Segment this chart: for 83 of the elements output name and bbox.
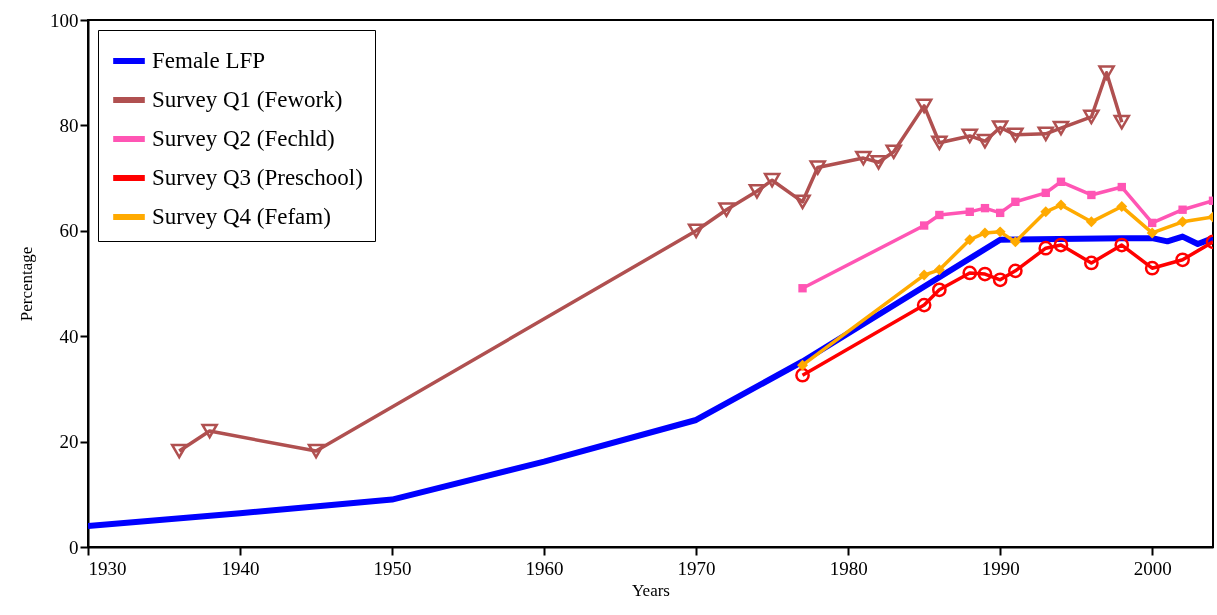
point (1009, 236, 1021, 248)
point (916, 297, 932, 313)
point (1055, 199, 1067, 211)
legend-label: Survey Q4 (Fefam) (152, 204, 331, 229)
point (798, 284, 807, 293)
point (992, 272, 1008, 288)
x-tick-label: 1930 (88, 557, 127, 579)
point (991, 120, 1009, 135)
x-tick-label: 1940 (221, 557, 260, 579)
point (748, 183, 766, 199)
point (1007, 263, 1023, 279)
point (1117, 182, 1126, 192)
y-axis-title: Percentage (17, 246, 36, 322)
point (935, 210, 944, 220)
point (797, 359, 808, 371)
point (794, 194, 811, 210)
point (170, 443, 188, 459)
point (1053, 237, 1069, 253)
point (1037, 126, 1055, 142)
x-tick-label: 1970 (677, 557, 716, 579)
point (979, 227, 991, 239)
point (933, 264, 945, 276)
point (870, 154, 887, 170)
y-tick-label: 20 (59, 431, 79, 453)
y-tick-label: 60 (59, 220, 79, 242)
y-tick-label: 100 (50, 9, 79, 31)
legend-label: Survey Q2 (Fechld) (152, 126, 335, 151)
y-tick-label: 0 (69, 536, 79, 558)
point (1114, 237, 1130, 253)
point (1113, 114, 1131, 130)
point (1175, 252, 1190, 268)
point (795, 367, 810, 383)
point (1177, 216, 1189, 228)
x-tick-label: 2000 (1133, 557, 1172, 579)
point (918, 269, 930, 281)
point (1098, 65, 1115, 81)
point (201, 423, 218, 439)
point (961, 128, 979, 144)
point (855, 150, 872, 166)
point (1040, 206, 1052, 218)
point (931, 282, 947, 298)
point (1085, 216, 1097, 228)
legend-label: Survey Q1 (Fework) (152, 87, 343, 112)
legend-label: Survey Q3 (Preschool) (152, 165, 363, 190)
point (1116, 201, 1128, 213)
point (1084, 255, 1099, 271)
x-tick-label: 1950 (373, 557, 412, 579)
point (687, 223, 705, 239)
x-tick-label: 1980 (829, 557, 868, 579)
point (931, 135, 948, 151)
point (964, 234, 976, 246)
point (809, 160, 827, 175)
point (962, 265, 978, 281)
y-tick-label: 80 (59, 114, 79, 136)
x-tick-label: 1990 (981, 557, 1020, 579)
point (1007, 127, 1024, 143)
point (307, 443, 325, 459)
y-tick-label: 40 (59, 325, 79, 347)
point (1144, 260, 1160, 276)
point (995, 208, 1005, 218)
point (980, 203, 990, 213)
point (1087, 190, 1096, 200)
point (1052, 120, 1070, 136)
point (1146, 227, 1158, 239)
point (885, 144, 903, 160)
point (763, 172, 781, 188)
x-tick-label: 1960 (525, 557, 564, 579)
legend-label: Female LFP (152, 48, 266, 73)
point (915, 98, 933, 114)
point (919, 221, 929, 230)
x-axis-title: Years (632, 580, 670, 600)
point (1083, 109, 1100, 125)
point (1038, 240, 1054, 256)
point (976, 133, 994, 149)
point (994, 226, 1006, 238)
point (977, 266, 993, 282)
point (718, 202, 735, 218)
point (965, 207, 974, 217)
point (1041, 188, 1050, 198)
point (1178, 205, 1187, 214)
point (1148, 218, 1157, 228)
point (1011, 197, 1020, 206)
point (1056, 177, 1066, 186)
